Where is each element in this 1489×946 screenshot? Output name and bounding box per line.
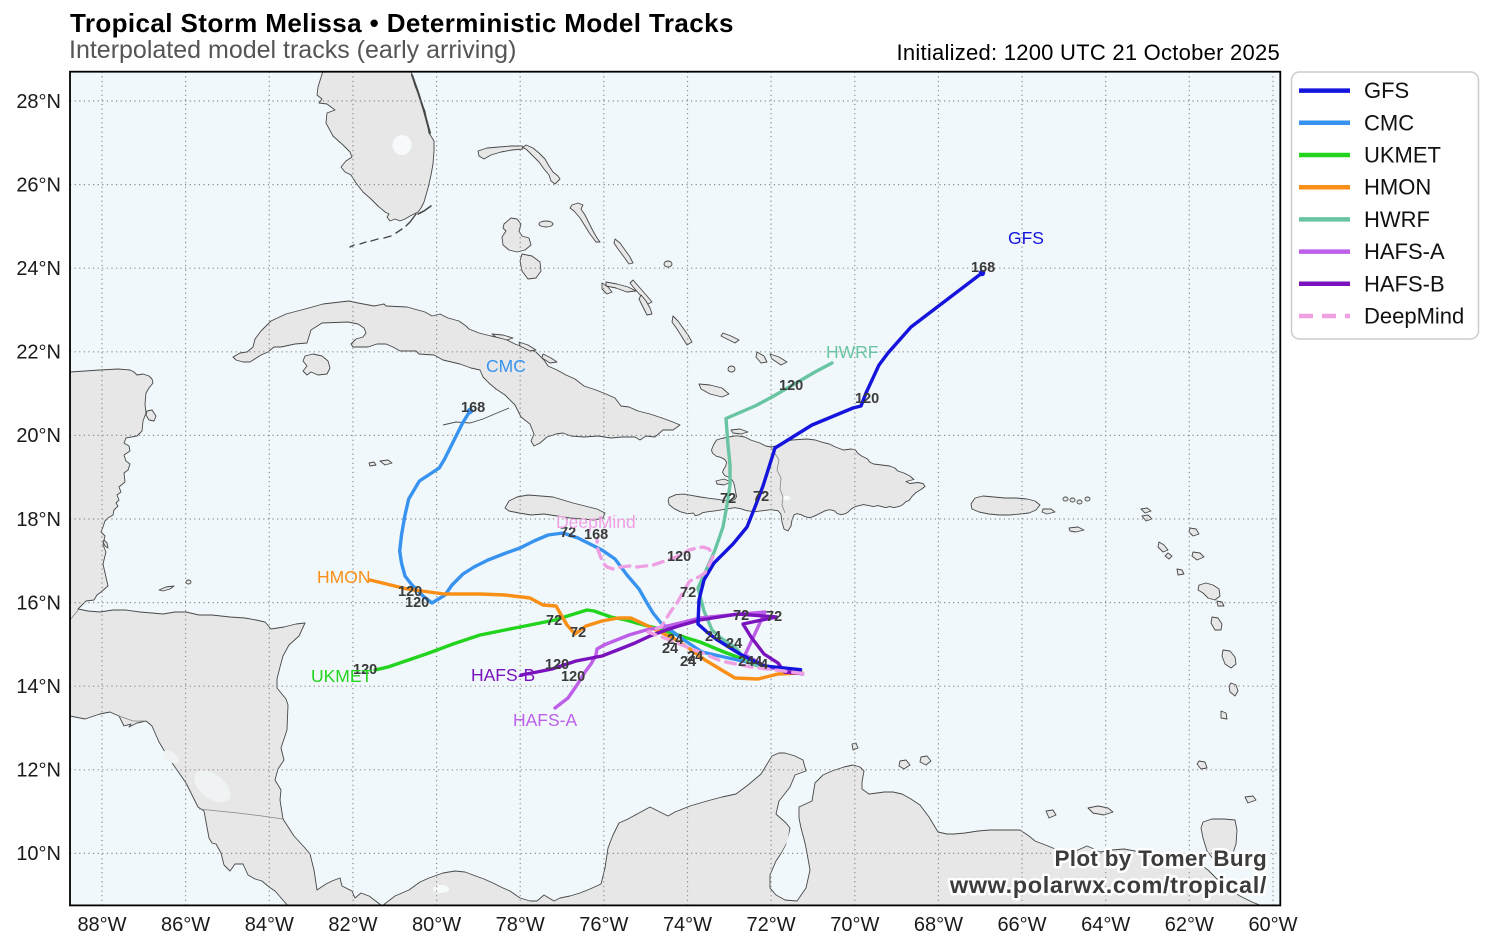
svg-text:74°W: 74°W (663, 914, 712, 936)
svg-text:4: 4 (760, 657, 768, 673)
svg-text:Plot by Tomer Burg: Plot by Tomer Burg (1055, 846, 1268, 871)
svg-text:72: 72 (753, 489, 769, 505)
svg-text:244: 244 (738, 654, 762, 670)
svg-text:62°W: 62°W (1165, 914, 1214, 936)
svg-text:80°W: 80°W (412, 914, 461, 936)
svg-text:DeepMind: DeepMind (556, 512, 636, 532)
svg-text:24: 24 (687, 649, 703, 665)
svg-text:120: 120 (855, 391, 879, 407)
svg-text:UKMET: UKMET (311, 666, 373, 686)
svg-text:60°W: 60°W (1248, 914, 1297, 936)
svg-text:HAFS-B: HAFS-B (471, 665, 535, 685)
svg-text:24: 24 (705, 629, 721, 645)
svg-text:88°W: 88°W (77, 914, 126, 936)
svg-text:HAFS-B: HAFS-B (1364, 271, 1445, 296)
svg-text:12°N: 12°N (16, 760, 61, 782)
svg-text:18°N: 18°N (16, 509, 61, 531)
svg-text:GFS: GFS (1008, 228, 1044, 248)
svg-text:168: 168 (584, 527, 608, 543)
svg-text:24: 24 (726, 636, 742, 652)
svg-text:72: 72 (766, 609, 782, 625)
svg-text:120: 120 (667, 549, 691, 565)
svg-text:26°N: 26°N (16, 174, 61, 196)
svg-text:120: 120 (398, 584, 422, 600)
svg-text:Initialized: 1200 UTC 21 Octob: Initialized: 1200 UTC 21 October 2025 (897, 40, 1280, 65)
svg-text:68°W: 68°W (914, 914, 963, 936)
svg-text:20°N: 20°N (16, 425, 61, 447)
svg-text:84°W: 84°W (245, 914, 294, 936)
svg-text:10°N: 10°N (16, 843, 61, 865)
svg-text:www.polarwx.com/tropical/: www.polarwx.com/tropical/ (949, 872, 1267, 898)
svg-text:GFS: GFS (1364, 78, 1409, 103)
svg-text:120: 120 (405, 595, 429, 611)
svg-text:22°N: 22°N (16, 342, 61, 364)
svg-text:120: 120 (561, 669, 585, 685)
svg-text:24°N: 24°N (16, 258, 61, 280)
svg-text:HWRF: HWRF (1364, 207, 1430, 232)
svg-text:168: 168 (461, 400, 485, 416)
svg-text:76°W: 76°W (579, 914, 628, 936)
svg-text:72: 72 (570, 625, 586, 641)
svg-text:168: 168 (971, 260, 995, 276)
svg-text:64°W: 64°W (1081, 914, 1130, 936)
svg-text:HWRF: HWRF (826, 342, 878, 362)
svg-text:82°W: 82°W (328, 914, 377, 936)
svg-text:UKMET: UKMET (1364, 143, 1441, 168)
svg-text:CMC: CMC (1364, 110, 1414, 135)
svg-text:CMC: CMC (486, 356, 526, 376)
svg-text:HMON: HMON (1364, 175, 1431, 200)
svg-text:14°N: 14°N (16, 676, 61, 698)
svg-text:66°W: 66°W (997, 914, 1046, 936)
svg-text:70°W: 70°W (830, 914, 879, 936)
svg-text:24: 24 (680, 654, 696, 670)
svg-text:16°N: 16°N (16, 592, 61, 614)
svg-text:78°W: 78°W (496, 914, 545, 936)
svg-text:72: 72 (720, 491, 736, 507)
svg-text:HAFS-A: HAFS-A (513, 710, 578, 730)
svg-text:120: 120 (545, 657, 569, 673)
svg-text:86°W: 86°W (161, 914, 210, 936)
svg-text:72°W: 72°W (747, 914, 796, 936)
svg-text:72: 72 (546, 613, 562, 629)
svg-text:24: 24 (667, 632, 683, 648)
svg-text:72: 72 (733, 608, 749, 624)
svg-text:Tropical Storm Melissa • Deter: Tropical Storm Melissa • Deterministic M… (70, 8, 734, 38)
svg-text:DeepMind: DeepMind (1364, 304, 1464, 329)
svg-text:120: 120 (779, 378, 803, 394)
svg-text:28°N: 28°N (16, 91, 61, 113)
svg-text:72: 72 (680, 585, 696, 601)
svg-text:24: 24 (662, 641, 678, 657)
svg-text:HMON: HMON (317, 567, 370, 587)
svg-text:72: 72 (560, 525, 576, 541)
svg-text:120: 120 (353, 662, 377, 678)
svg-text:HAFS-A: HAFS-A (1364, 239, 1445, 264)
svg-text:Interpolated model tracks (ear: Interpolated model tracks (early arrivin… (69, 36, 516, 64)
